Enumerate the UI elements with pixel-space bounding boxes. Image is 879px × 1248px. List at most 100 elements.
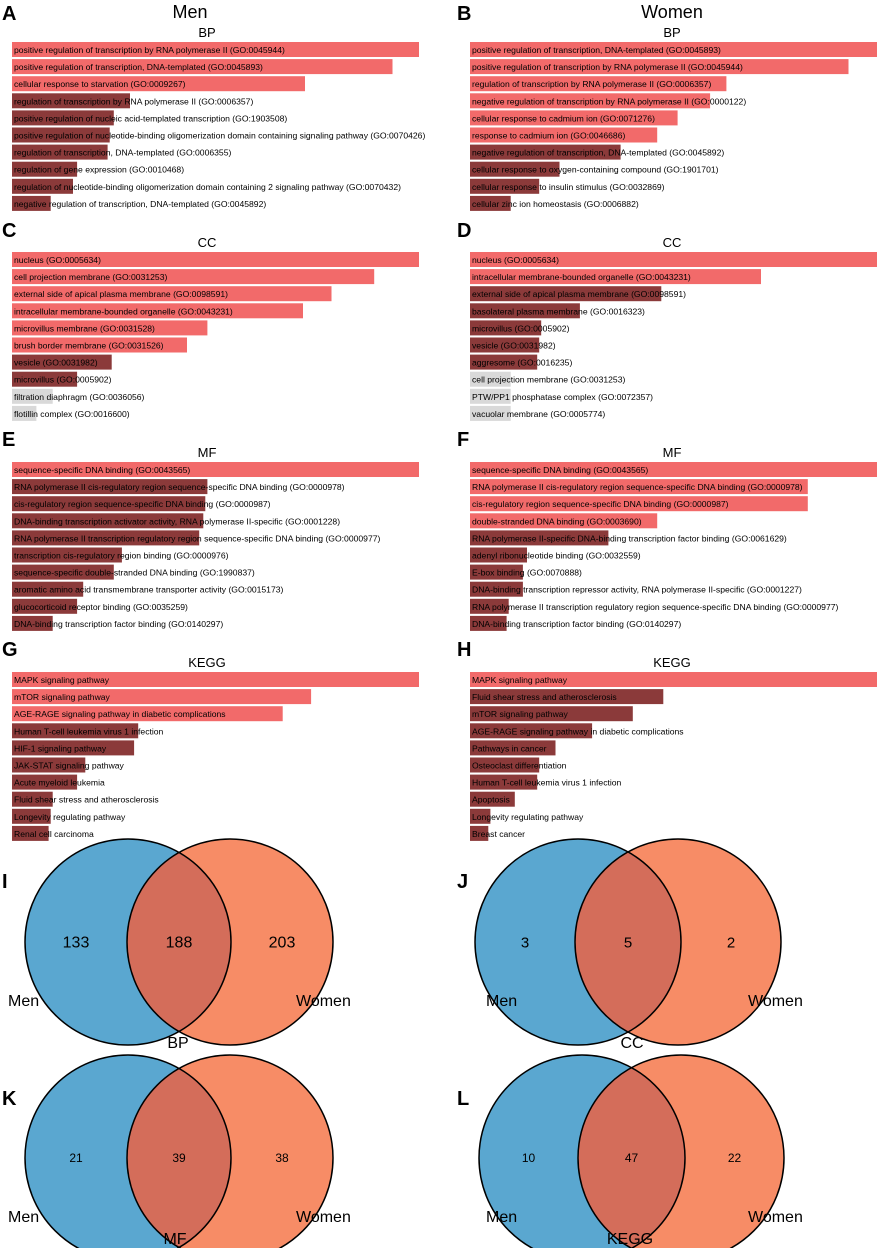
venn-category-label-K: MF	[163, 1231, 186, 1248]
bar-A-4	[12, 93, 130, 109]
bar-label-H-8: Apoptosis	[472, 795, 510, 805]
bar-label-E-2: RNA polymerase II cis-regulatory region …	[14, 482, 345, 492]
bar-label-E-10: DNA-binding transcription factor binding…	[14, 619, 223, 629]
bar-H-3	[470, 706, 633, 722]
venn-count-overlap-K: 39	[172, 1151, 186, 1165]
bar-D-7	[470, 354, 538, 370]
bar-G-1	[12, 672, 419, 687]
bar-C-3	[12, 286, 332, 302]
bar-D-3	[470, 286, 662, 302]
bar-G-10	[12, 825, 49, 841]
bar-label-F-2: RNA polymerase II cis-regulatory region …	[472, 482, 803, 492]
bar-label-D-6: vesicle (GO:0031982)	[472, 341, 556, 351]
bar-panel-G: G KEGG MAPK signaling pathway mTOR signalin…	[2, 639, 419, 841]
bar-A-9	[12, 178, 73, 194]
bar-B-6	[470, 127, 658, 143]
bar-E-1	[12, 462, 419, 477]
venn-outline-men-K	[24, 1054, 232, 1248]
venn-overlap-I	[127, 839, 231, 1045]
bar-label-B-6: response to cadmium ion (GO:0046686)	[472, 131, 625, 141]
panel-label-J: J	[457, 871, 468, 893]
bar-B-4	[470, 93, 711, 109]
venn-outline-men-J	[474, 838, 682, 1046]
bar-label-H-4: AGE-RAGE signaling pathway in diabetic c…	[472, 726, 684, 736]
bar-A-6	[12, 127, 110, 143]
bar-label-B-4: negative regulation of transcription by …	[472, 96, 746, 106]
bar-E-5	[12, 530, 200, 546]
bar-G-7	[12, 774, 78, 790]
bar-B-1	[470, 42, 877, 57]
bar-label-F-5: RNA polymerase II-specific DNA-binding t…	[472, 533, 787, 543]
bar-label-D-10: vacuolar membrane (GO:0005774)	[472, 409, 605, 419]
venn-overlap-J	[575, 839, 681, 1045]
bar-label-B-5: cellular response to cadmium ion (GO:007…	[472, 113, 655, 123]
venn-outline-men-L	[478, 1054, 686, 1248]
venn-panel-I: I 133 188 203 Men Women BP	[2, 838, 351, 1052]
bar-E-7	[12, 564, 114, 580]
panel-title-E: MF	[198, 445, 217, 460]
venn-count-men-only-L: 10	[522, 1151, 536, 1165]
bar-label-A-6: positive regulation of nucleotide-bindin…	[14, 131, 425, 141]
bar-label-H-9: Longevity regulating pathway	[472, 812, 584, 822]
venn-set-label-women-L: Women	[748, 1209, 803, 1226]
venn-overlap-L	[578, 1055, 685, 1248]
bar-label-G-7: Acute myeloid leukemia	[14, 778, 105, 788]
bar-label-B-3: regulation of transcription by RNA polym…	[472, 79, 711, 89]
bar-C-8	[12, 371, 78, 387]
bar-F-3	[470, 496, 808, 512]
bar-E-6	[12, 547, 122, 563]
bar-label-D-4: basolateral plasma membrane (GO:0016323)	[472, 306, 645, 316]
bar-label-H-5: Pathways in cancer	[472, 743, 547, 753]
bar-label-A-1: positive regulation of transcription by …	[14, 45, 285, 55]
bar-label-A-9: regulation of nucleotide-binding oligome…	[14, 182, 401, 192]
bar-B-9	[470, 178, 540, 194]
venn-outline-women-J	[574, 838, 782, 1046]
bar-H-8	[470, 791, 515, 807]
venn-set-label-women-J: Women	[748, 993, 803, 1010]
venn-panel-K: K 21 39 38 Men Women MF	[2, 1054, 351, 1248]
bar-label-A-8: regulation of gene expression (GO:001046…	[14, 165, 184, 175]
venn-category-label-L: KEGG	[607, 1231, 653, 1248]
bar-D-6	[470, 337, 540, 353]
bar-B-2	[470, 59, 849, 75]
bar-label-G-9: Longevity regulating pathway	[14, 812, 126, 822]
bar-label-D-8: cell projection membrane (GO:0031253)	[472, 375, 625, 385]
panel-label-E: E	[2, 429, 15, 451]
bar-label-E-9: glucocorticoid receptor binding (GO:0035…	[14, 602, 188, 612]
bar-label-F-3: cis-regulatory region sequence-specific …	[472, 499, 729, 509]
venn-count-men-only-K: 21	[69, 1151, 83, 1165]
bar-label-F-8: DNA-binding transcription repressor acti…	[472, 585, 802, 595]
bar-label-C-7: vesicle (GO:0031982)	[14, 358, 98, 368]
bar-label-C-2: cell projection membrane (GO:0031253)	[14, 272, 167, 282]
panel-title-D: CC	[663, 235, 682, 250]
bar-label-D-2: intracellular membrane-bounded organelle…	[472, 272, 691, 282]
venn-panel-L: L 10 47 22 Men Women KEGG	[457, 1054, 803, 1248]
bar-F-7	[470, 564, 523, 580]
venn-count-women-only-I: 203	[269, 935, 296, 952]
bar-G-6	[12, 757, 86, 773]
bar-D-8	[470, 371, 511, 387]
bar-F-9	[470, 598, 509, 614]
venn-count-women-only-L: 22	[728, 1151, 742, 1165]
bar-D-9	[470, 388, 511, 404]
bar-label-C-10: flotillin complex (GO:0016600)	[14, 409, 130, 419]
bar-B-5	[470, 110, 678, 126]
bar-label-C-3: external side of apical plasma membrane …	[14, 289, 228, 299]
bar-panel-H: H KEGG MAPK signaling pathway Fluid shear s…	[457, 639, 877, 841]
venn-set-label-women-K: Women	[296, 1209, 351, 1226]
bar-label-D-5: microvillus (GO:0005902)	[472, 323, 570, 333]
bar-label-B-2: positive regulation of transcription by …	[472, 62, 743, 72]
bar-H-10	[470, 825, 489, 841]
bar-label-F-1: sequence-specific DNA binding (GO:004356…	[472, 465, 648, 475]
bar-C-1	[12, 252, 419, 267]
venn-outline-men-I	[24, 838, 232, 1046]
panel-label-H: H	[457, 639, 471, 661]
bar-label-C-1: nucleus (GO:0005634)	[14, 255, 101, 265]
bar-E-2	[12, 479, 208, 495]
panel-label-D: D	[457, 220, 471, 242]
bar-label-H-7: Human T-cell leukemia virus 1 infection	[472, 778, 622, 788]
bar-label-H-1: MAPK signaling pathway	[472, 675, 568, 685]
venn-count-overlap-J: 5	[624, 934, 632, 951]
